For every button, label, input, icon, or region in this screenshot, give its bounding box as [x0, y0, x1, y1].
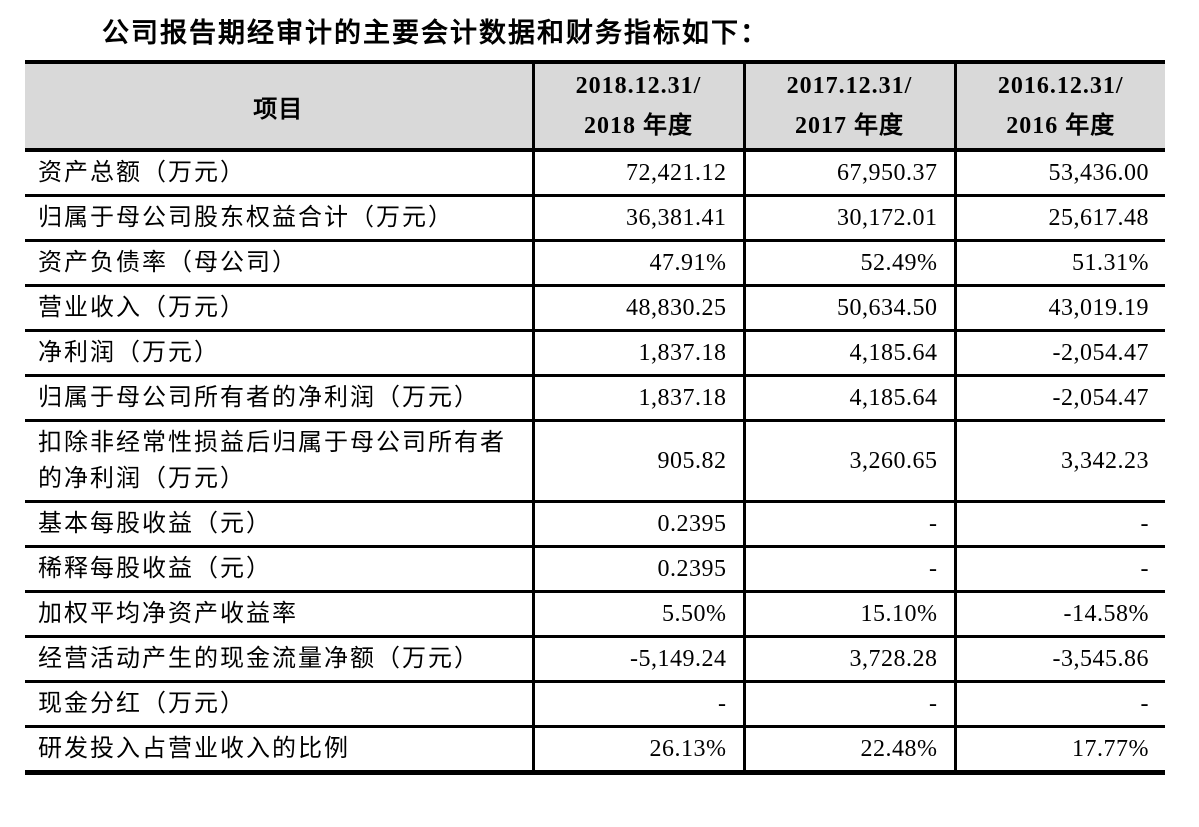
row-value: 72,421.12	[531, 148, 744, 197]
row-value: -	[742, 680, 955, 728]
table-row: 净利润（万元） 1,837.18 4,185.64 -2,054.47	[25, 329, 1165, 377]
table-row: 经营活动产生的现金流量净额（万元） -5,149.24 3,728.28 -3,…	[25, 635, 1165, 683]
row-value: -	[953, 500, 1165, 548]
section-title: 公司报告期经审计的主要会计数据和财务指标如下：	[102, 18, 769, 48]
row-label-debt-ratio: 资产负债率（母公司）	[25, 239, 533, 287]
header-period-2017-year: 2017 年度	[795, 113, 904, 139]
row-label-cash-dividend: 现金分红（万元）	[25, 680, 533, 728]
table-row: 营业收入（万元） 48,830.25 50,634.50 43,019.19	[25, 284, 1165, 332]
row-value: 905.82	[531, 419, 744, 503]
row-value: 0.2395	[531, 500, 744, 548]
row-value: 22.48%	[742, 725, 955, 774]
row-value: 52.49%	[742, 239, 955, 287]
header-period-2018-date: 2018.12.31/	[575, 73, 702, 99]
row-value: 25,617.48	[953, 194, 1165, 242]
row-value: 67,950.37	[742, 148, 955, 197]
row-value: 4,185.64	[742, 374, 955, 422]
row-value: -14.58%	[953, 590, 1165, 638]
header-item-column: 项目	[25, 60, 533, 152]
table-row: 资产总额（万元） 72,421.12 67,950.37 53,436.00	[25, 148, 1165, 197]
row-label-rd-ratio: 研发投入占营业收入的比例	[25, 725, 533, 774]
row-value: 1,837.18	[531, 329, 744, 377]
table-row: 归属于母公司所有者的净利润（万元） 1,837.18 4,185.64 -2,0…	[25, 374, 1165, 422]
row-value: 17.77%	[953, 725, 1165, 774]
row-value: -	[953, 680, 1165, 728]
row-label-basic-eps: 基本每股收益（元）	[25, 500, 533, 548]
header-period-2017: 2017.12.31/ 2017 年度	[742, 60, 955, 152]
row-value: -	[953, 545, 1165, 593]
row-value: 3,260.65	[742, 419, 955, 503]
header-period-2016-year: 2016 年度	[1006, 113, 1116, 139]
header-period-2018: 2018.12.31/ 2018 年度	[531, 60, 744, 152]
row-value: -5,149.24	[531, 635, 744, 683]
header-period-2018-year: 2018 年度	[584, 113, 693, 139]
row-value: 50,634.50	[742, 284, 955, 332]
table-header-row: 项目 2018.12.31/ 2018 年度 2017.12.31/ 2017 …	[25, 60, 1165, 152]
header-period-2016-date: 2016.12.31/	[997, 73, 1124, 99]
row-value: -	[531, 680, 744, 728]
row-value: 51.31%	[953, 239, 1165, 287]
row-value: -2,054.47	[953, 329, 1165, 377]
table-row: 归属于母公司股东权益合计（万元） 36,381.41 30,172.01 25,…	[25, 194, 1165, 242]
row-value: 15.10%	[742, 590, 955, 638]
row-label-operating-revenue: 营业收入（万元）	[25, 284, 533, 332]
row-value: -3,545.86	[953, 635, 1165, 683]
table-row: 稀释每股收益（元） 0.2395 - -	[25, 545, 1165, 593]
row-value: 4,185.64	[742, 329, 955, 377]
row-value: 1,837.18	[531, 374, 744, 422]
header-period-2017-date: 2017.12.31/	[786, 73, 913, 99]
row-label-operating-cash-flow: 经营活动产生的现金流量净额（万元）	[25, 635, 533, 683]
row-value: 3,342.23	[953, 419, 1165, 503]
row-value: 3,728.28	[742, 635, 955, 683]
header-period-2016: 2016.12.31/ 2016 年度	[953, 60, 1165, 152]
table-row: 资产负债率（母公司） 47.91% 52.49% 51.31%	[25, 239, 1165, 287]
table-row: 加权平均净资产收益率 5.50% 15.10% -14.58%	[25, 590, 1165, 638]
table-row: 现金分红（万元） - - -	[25, 680, 1165, 728]
table-row: 基本每股收益（元） 0.2395 - -	[25, 500, 1165, 548]
row-label-total-assets: 资产总额（万元）	[25, 148, 533, 197]
row-value: 48,830.25	[531, 284, 744, 332]
row-label-deducted-net-profit: 扣除非经常性损益后归属于母公司所有者的净利润（万元）	[25, 419, 533, 503]
row-label-weighted-roe: 加权平均净资产收益率	[25, 590, 533, 638]
row-label-parent-equity: 归属于母公司股东权益合计（万元）	[25, 194, 533, 242]
row-value: 36,381.41	[531, 194, 744, 242]
row-value: 53,436.00	[953, 148, 1165, 197]
financial-indicators-table: 项目 2018.12.31/ 2018 年度 2017.12.31/ 2017 …	[25, 60, 1165, 775]
row-value: -	[742, 500, 955, 548]
row-value: 5.50%	[531, 590, 744, 638]
row-value: 47.91%	[531, 239, 744, 287]
row-value: 30,172.01	[742, 194, 955, 242]
table-row: 研发投入占营业收入的比例 26.13% 22.48% 17.77%	[25, 725, 1165, 774]
row-value: 43,019.19	[953, 284, 1165, 332]
row-label-parent-net-profit: 归属于母公司所有者的净利润（万元）	[25, 374, 533, 422]
row-value: 0.2395	[531, 545, 744, 593]
row-label-diluted-eps: 稀释每股收益（元）	[25, 545, 533, 593]
row-value: -2,054.47	[953, 374, 1165, 422]
row-value: -	[742, 545, 955, 593]
row-value: 26.13%	[531, 725, 744, 774]
row-label-net-profit: 净利润（万元）	[25, 329, 533, 377]
table-row: 扣除非经常性损益后归属于母公司所有者的净利润（万元） 905.82 3,260.…	[25, 419, 1165, 503]
